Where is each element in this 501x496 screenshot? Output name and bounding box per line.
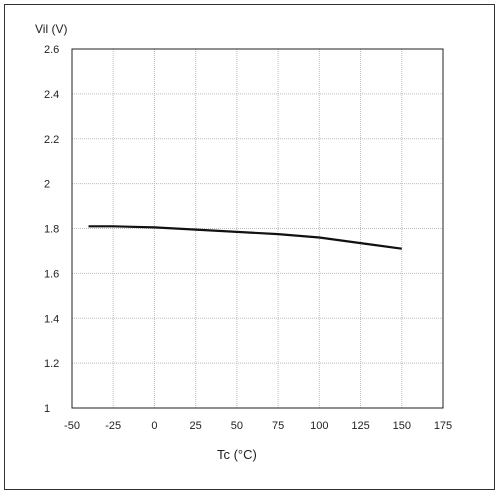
y-tick-label: 1.6 bbox=[44, 268, 59, 280]
tick-labels: -50 -25 0 25 50 75 100 125 150 175 1 1.2 1.4 1.6 1.8 2 2… bbox=[44, 44, 452, 432]
series-line bbox=[88, 225, 402, 250]
x-tick-label: 100 bbox=[310, 420, 328, 432]
chart-frame bbox=[4, 4, 495, 490]
series-group bbox=[88, 225, 402, 250]
y-tick-label: 1.8 bbox=[44, 224, 59, 236]
x-tick-label: 150 bbox=[393, 420, 411, 432]
x-tick-label: 125 bbox=[351, 420, 369, 432]
x-tick-label: -50 bbox=[64, 420, 80, 432]
y-tick-label: 2.6 bbox=[44, 44, 59, 56]
grid bbox=[72, 49, 443, 408]
plot-area bbox=[71, 48, 444, 409]
y-tick-label: 2.2 bbox=[44, 134, 59, 146]
y-tick-label: 2 bbox=[44, 179, 50, 191]
y-tick-label: 2.4 bbox=[44, 89, 59, 101]
x-tick-label: 75 bbox=[272, 420, 284, 432]
y-tick-label: 1.2 bbox=[44, 358, 59, 370]
x-axis-label: Tc (°C) bbox=[217, 447, 257, 462]
y-tick-label: 1.4 bbox=[44, 313, 59, 325]
x-tick-label: 25 bbox=[190, 420, 202, 432]
x-tick-label: 0 bbox=[151, 420, 157, 432]
y-tick-label: 1 bbox=[44, 403, 50, 415]
x-tick-label: 175 bbox=[434, 420, 452, 432]
x-tick-label: -25 bbox=[105, 420, 121, 432]
y-axis-label: Vil (V) bbox=[35, 22, 67, 36]
x-tick-label: 50 bbox=[231, 420, 243, 432]
